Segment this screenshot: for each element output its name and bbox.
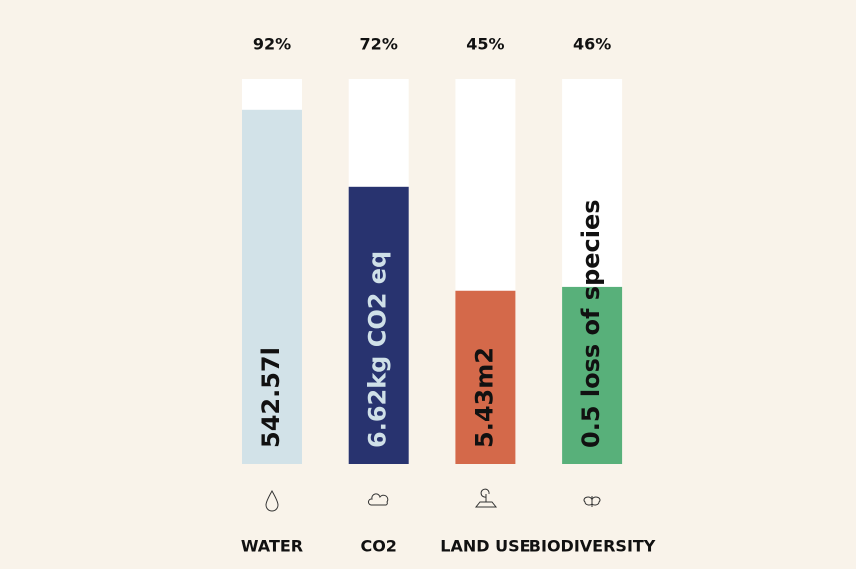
- bar-inner-label: 542.57l: [257, 347, 285, 448]
- water-icon: [265, 489, 279, 512]
- bar-inner-label: 5.43m2: [470, 347, 498, 448]
- category-label: WATER: [241, 537, 303, 556]
- category-label: BIODIVERSITY: [529, 537, 656, 556]
- land-use-icon: [474, 488, 498, 508]
- value-label: 45%: [466, 35, 504, 54]
- bar-inner-label: 0.5 loss of species: [577, 199, 605, 448]
- bar: [455, 290, 516, 464]
- value-label: 92%: [253, 35, 291, 54]
- icons: [265, 488, 601, 512]
- value-label: 46%: [573, 35, 611, 54]
- category-label: CO2: [360, 537, 396, 556]
- bar: [562, 286, 623, 464]
- co2-icon: [367, 493, 389, 506]
- category-label: LAND USE: [440, 537, 530, 556]
- bar: [242, 109, 302, 465]
- value-label: 72%: [360, 35, 398, 54]
- bar: [348, 186, 409, 465]
- biodiversity-icon: [583, 496, 601, 507]
- bar-inner-label: 6.62kg CO2 eq: [364, 251, 392, 448]
